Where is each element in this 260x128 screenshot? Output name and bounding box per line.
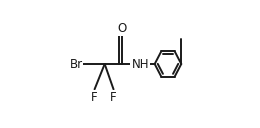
Text: Br: Br [69,57,82,71]
Text: NH: NH [131,58,149,71]
Text: F: F [91,91,98,104]
Text: O: O [118,22,127,35]
Text: F: F [110,91,117,104]
